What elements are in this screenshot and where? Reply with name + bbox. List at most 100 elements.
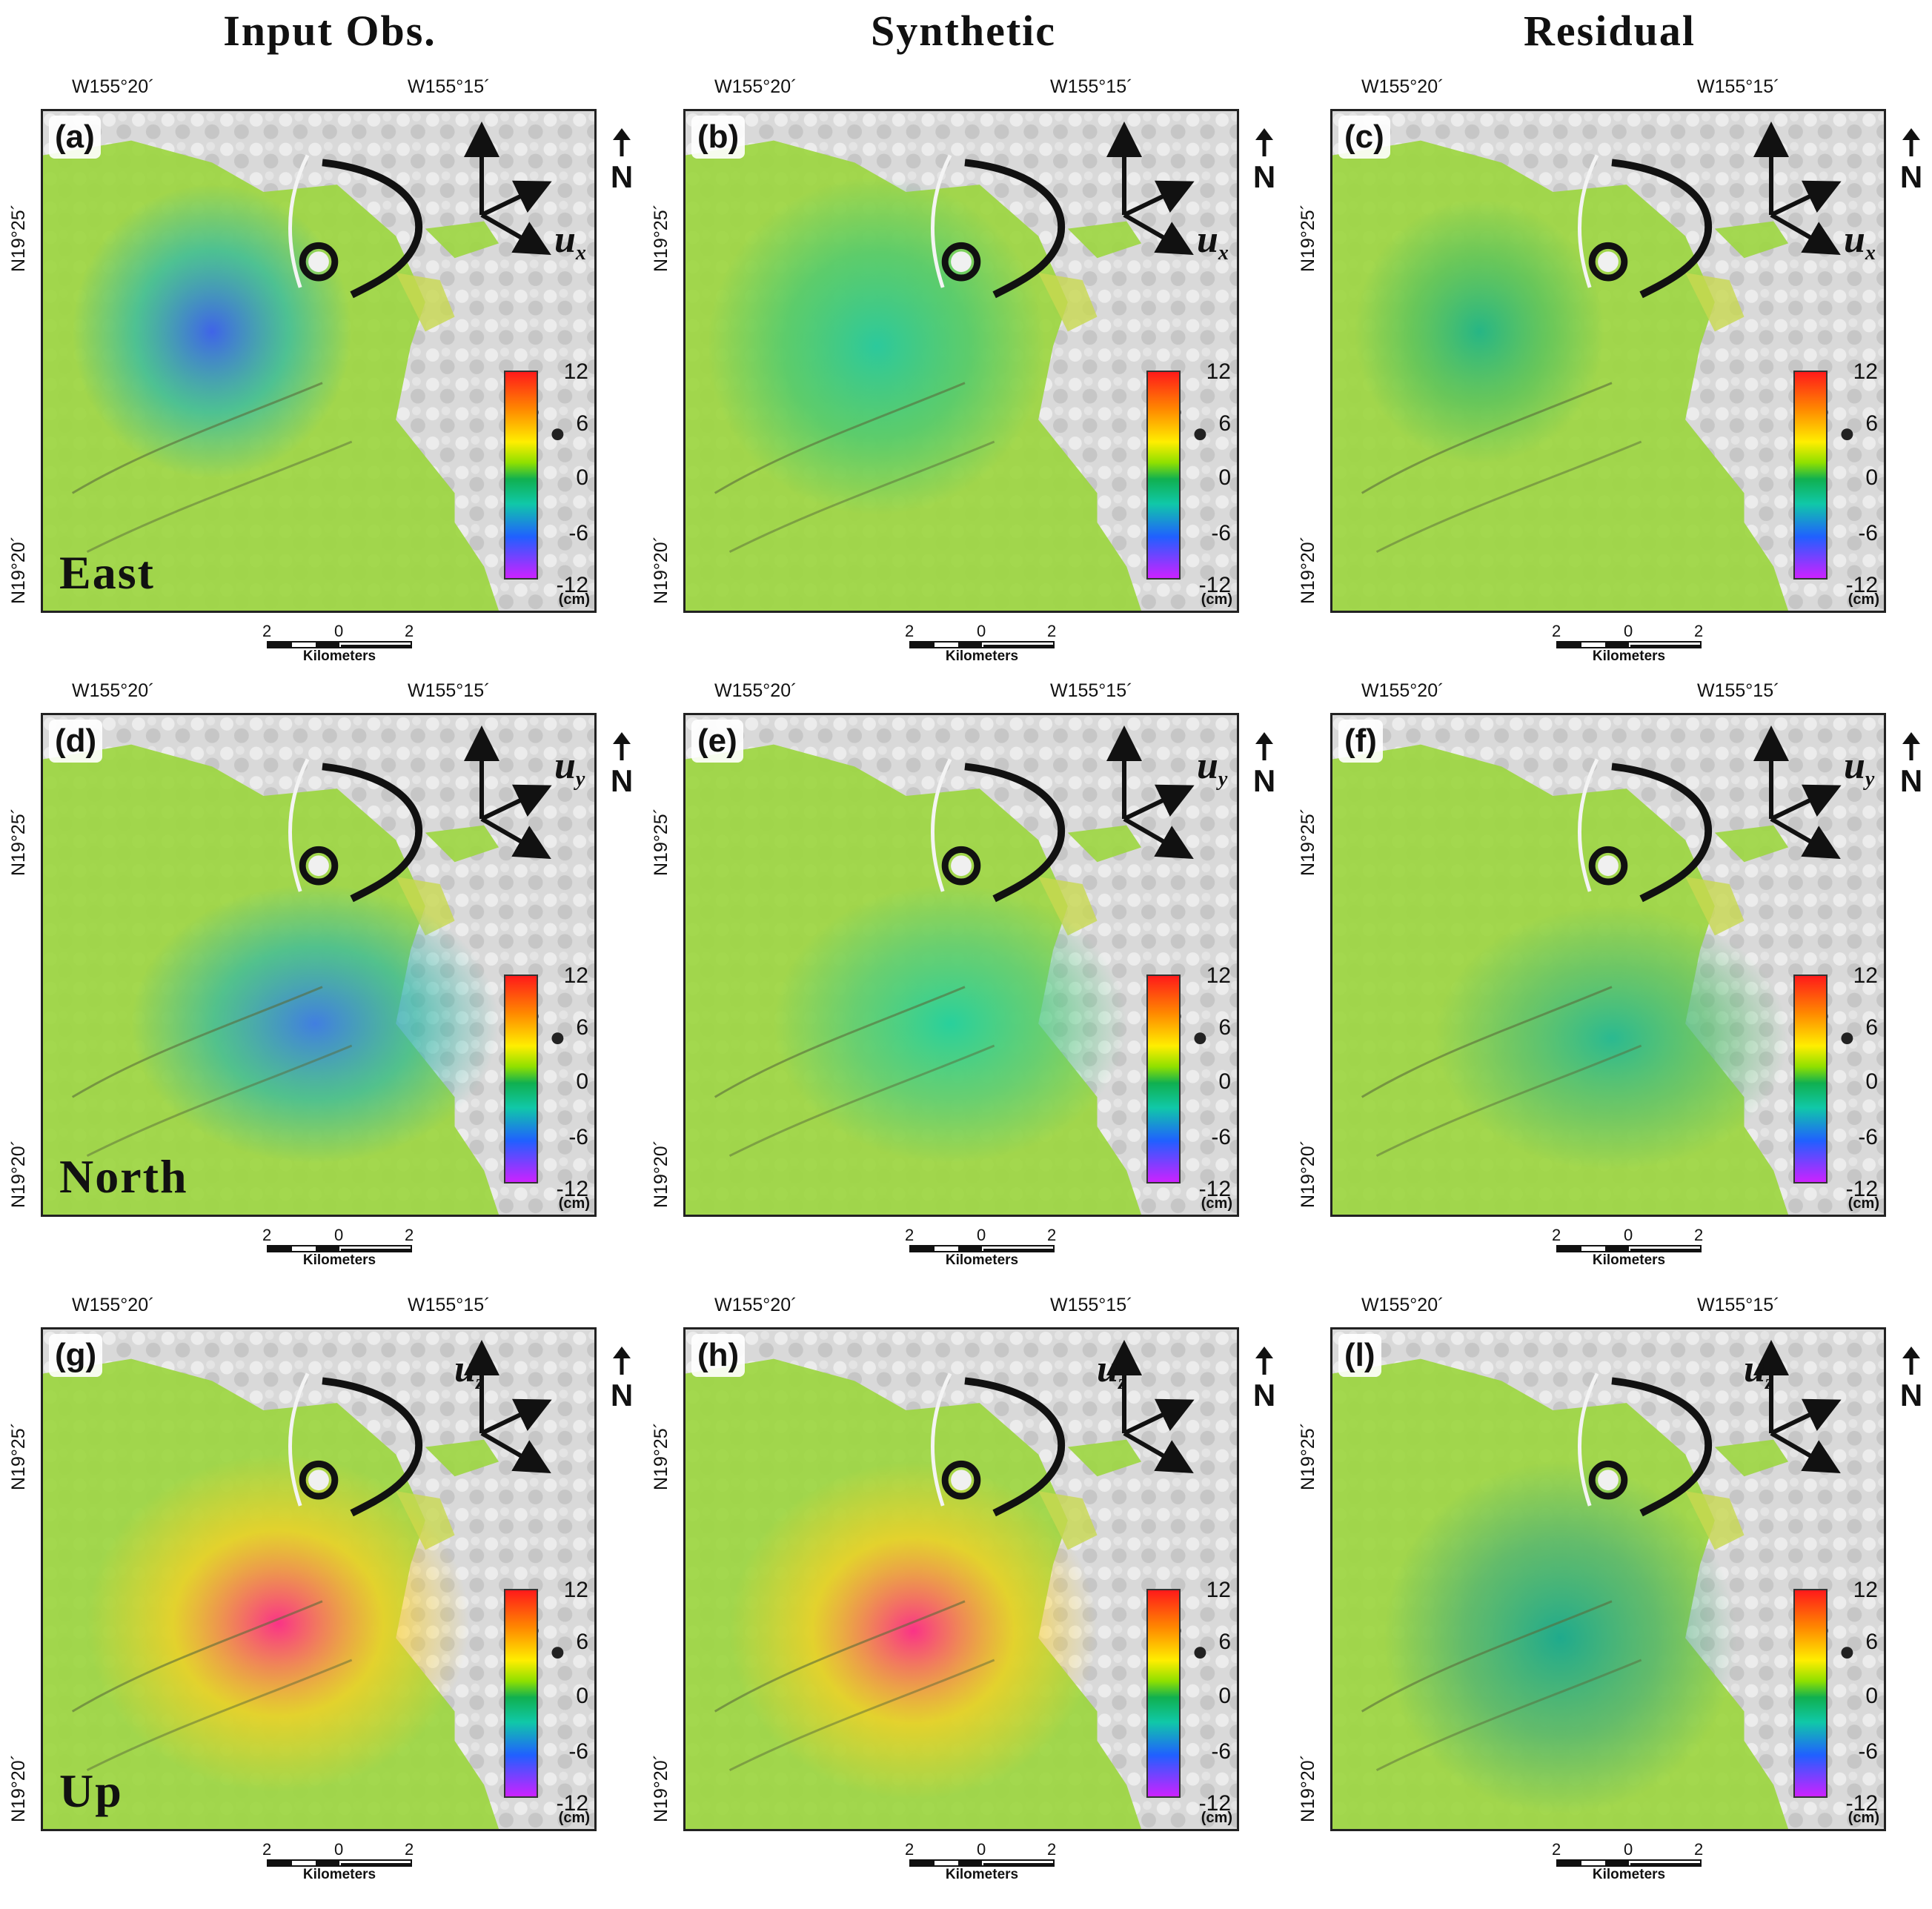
scale-unit: Kilometers xyxy=(945,648,1019,664)
east-arrow xyxy=(480,1431,551,1473)
colorbar-unit: (cm) xyxy=(1201,1195,1232,1212)
colorbar-tick: -6 xyxy=(1858,521,1878,545)
svg-text:N: N xyxy=(1253,159,1275,193)
colorbar-tick: 0 xyxy=(576,465,588,490)
colorbar-tick: 6 xyxy=(576,411,588,436)
deformation-map xyxy=(1332,1329,1884,1829)
north-arrow xyxy=(480,180,552,217)
colorbar-tick: -12 xyxy=(1845,573,1878,597)
arrow-label: ux xyxy=(1197,219,1229,265)
scale-unit: Kilometers xyxy=(1592,1252,1666,1268)
lon-tick-label: W155°15´ xyxy=(408,1295,491,1315)
panel-letter: (g) xyxy=(49,1334,103,1377)
colorbar-tick: 12 xyxy=(563,1578,588,1602)
scale-tick: 2 xyxy=(1552,622,1561,640)
svg-text:N: N xyxy=(1253,763,1275,797)
colorbar-tick: 6 xyxy=(1218,1015,1231,1040)
colorbar-unit: (cm) xyxy=(558,591,590,608)
svg-text:N: N xyxy=(1900,159,1922,193)
scale-bar: 2 0 2 Kilometers xyxy=(262,622,414,664)
north-indicator: N xyxy=(1248,731,1281,798)
colorbar-unit: (cm) xyxy=(1848,1195,1879,1212)
arrow-label: uy xyxy=(1844,745,1875,791)
north-indicator: N xyxy=(1248,127,1281,194)
colorbar xyxy=(1793,1589,1828,1798)
svg-text:N: N xyxy=(611,763,633,797)
svg-text:N: N xyxy=(611,1378,633,1412)
colorbar-tick: 12 xyxy=(1206,1578,1231,1602)
north-arrow-icon: N xyxy=(611,732,633,798)
lon-tick-label: W155°15´ xyxy=(1050,1295,1133,1315)
map-panel-l: uz (l) 12 6 0 -6 -12 (cm) xyxy=(1330,1327,1886,1831)
east-arrow xyxy=(1123,817,1194,859)
lat-tick-label: N19°25´ xyxy=(1298,204,1318,272)
colorbar-unit: (cm) xyxy=(558,1195,590,1212)
north-arrow-icon: N xyxy=(611,128,633,194)
north-indicator: N xyxy=(1895,1345,1928,1412)
lat-tick-label: N19°20´ xyxy=(8,1140,29,1208)
scale-tick: 2 xyxy=(1047,622,1057,640)
column-title-residual: Residual xyxy=(1524,7,1696,55)
scale-bar: 2 0 2 Kilometers xyxy=(262,1840,414,1882)
colorbar-tick: 0 xyxy=(1218,1069,1231,1094)
north-arrow xyxy=(480,784,552,821)
colorbar-tick: 6 xyxy=(576,1015,588,1040)
lat-tick-label: N19°25´ xyxy=(651,808,671,876)
colorbar-unit: (cm) xyxy=(1201,591,1232,608)
lat-tick-label: N19°20´ xyxy=(1298,1140,1318,1208)
lon-tick-label: W155°20´ xyxy=(72,76,155,97)
colorbar-tick: -12 xyxy=(556,1177,588,1201)
colorbar xyxy=(504,975,538,1183)
column-title-input: Input Obs. xyxy=(223,7,436,55)
scale-tick: 2 xyxy=(405,622,414,640)
north-arrow xyxy=(1770,1398,1842,1435)
panel-letter: (a) xyxy=(49,116,101,159)
scale-unit: Kilometers xyxy=(1592,648,1666,664)
east-arrow xyxy=(1770,213,1841,255)
north-arrow-icon: N xyxy=(1253,732,1275,798)
colorbar-unit: (cm) xyxy=(1848,1810,1879,1826)
colorbar-tick: 12 xyxy=(563,359,588,384)
deformation-map xyxy=(1332,111,1884,611)
north-indicator: N xyxy=(1248,1345,1281,1412)
lat-tick-label: N19°20´ xyxy=(1298,536,1318,604)
panel-letter: (c) xyxy=(1338,116,1390,159)
component-arrows: uy xyxy=(1753,726,1875,859)
component-arrows: uz xyxy=(1097,1340,1195,1473)
lat-tick-label: N19°20´ xyxy=(651,536,671,604)
lat-tick-label: N19°20´ xyxy=(8,536,29,604)
colorbar-tick: 6 xyxy=(1865,411,1878,436)
east-arrow xyxy=(1123,1431,1194,1473)
north-arrow xyxy=(1123,784,1195,821)
panel-letter: (b) xyxy=(691,116,746,159)
colorbar-tick: 0 xyxy=(1218,1684,1231,1708)
colorbar xyxy=(504,1589,538,1798)
component-arrows: uy xyxy=(1106,726,1228,859)
scale-tick: 0 xyxy=(334,622,344,640)
colorbar-tick: -12 xyxy=(1198,573,1231,597)
colorbar xyxy=(504,371,538,580)
scale-tick: 0 xyxy=(977,622,986,640)
map-panel-b: ux (b) 12 6 0 -6 -12 (cm) xyxy=(683,109,1239,613)
panel-letter: (f) xyxy=(1338,720,1383,763)
colorbar-tick: 6 xyxy=(1865,1015,1878,1040)
scale-tick: 2 xyxy=(1694,1226,1704,1244)
scale-tick: 0 xyxy=(1624,1226,1633,1244)
colorbar-tick: -6 xyxy=(568,1125,588,1149)
scale-tick: 2 xyxy=(905,1840,914,1859)
arrow-label: uz xyxy=(1097,1348,1126,1394)
colorbar-tick: 0 xyxy=(576,1684,588,1708)
scale-unit: Kilometers xyxy=(302,648,376,664)
panel-letter: (l) xyxy=(1338,1334,1381,1377)
north-indicator: N xyxy=(1895,127,1928,194)
colorbar-tick: -6 xyxy=(1211,1125,1231,1149)
east-arrow xyxy=(1770,1431,1841,1473)
svg-text:N: N xyxy=(1900,1378,1922,1412)
scale-unit: Kilometers xyxy=(302,1252,376,1268)
component-label: North xyxy=(59,1150,188,1203)
colorbar-tick: 12 xyxy=(1853,963,1878,988)
arrow-label: uz xyxy=(1744,1348,1773,1394)
colorbar-tick: 0 xyxy=(1865,1684,1878,1708)
deformation-map xyxy=(43,1329,594,1829)
colorbar-unit: (cm) xyxy=(558,1810,590,1826)
